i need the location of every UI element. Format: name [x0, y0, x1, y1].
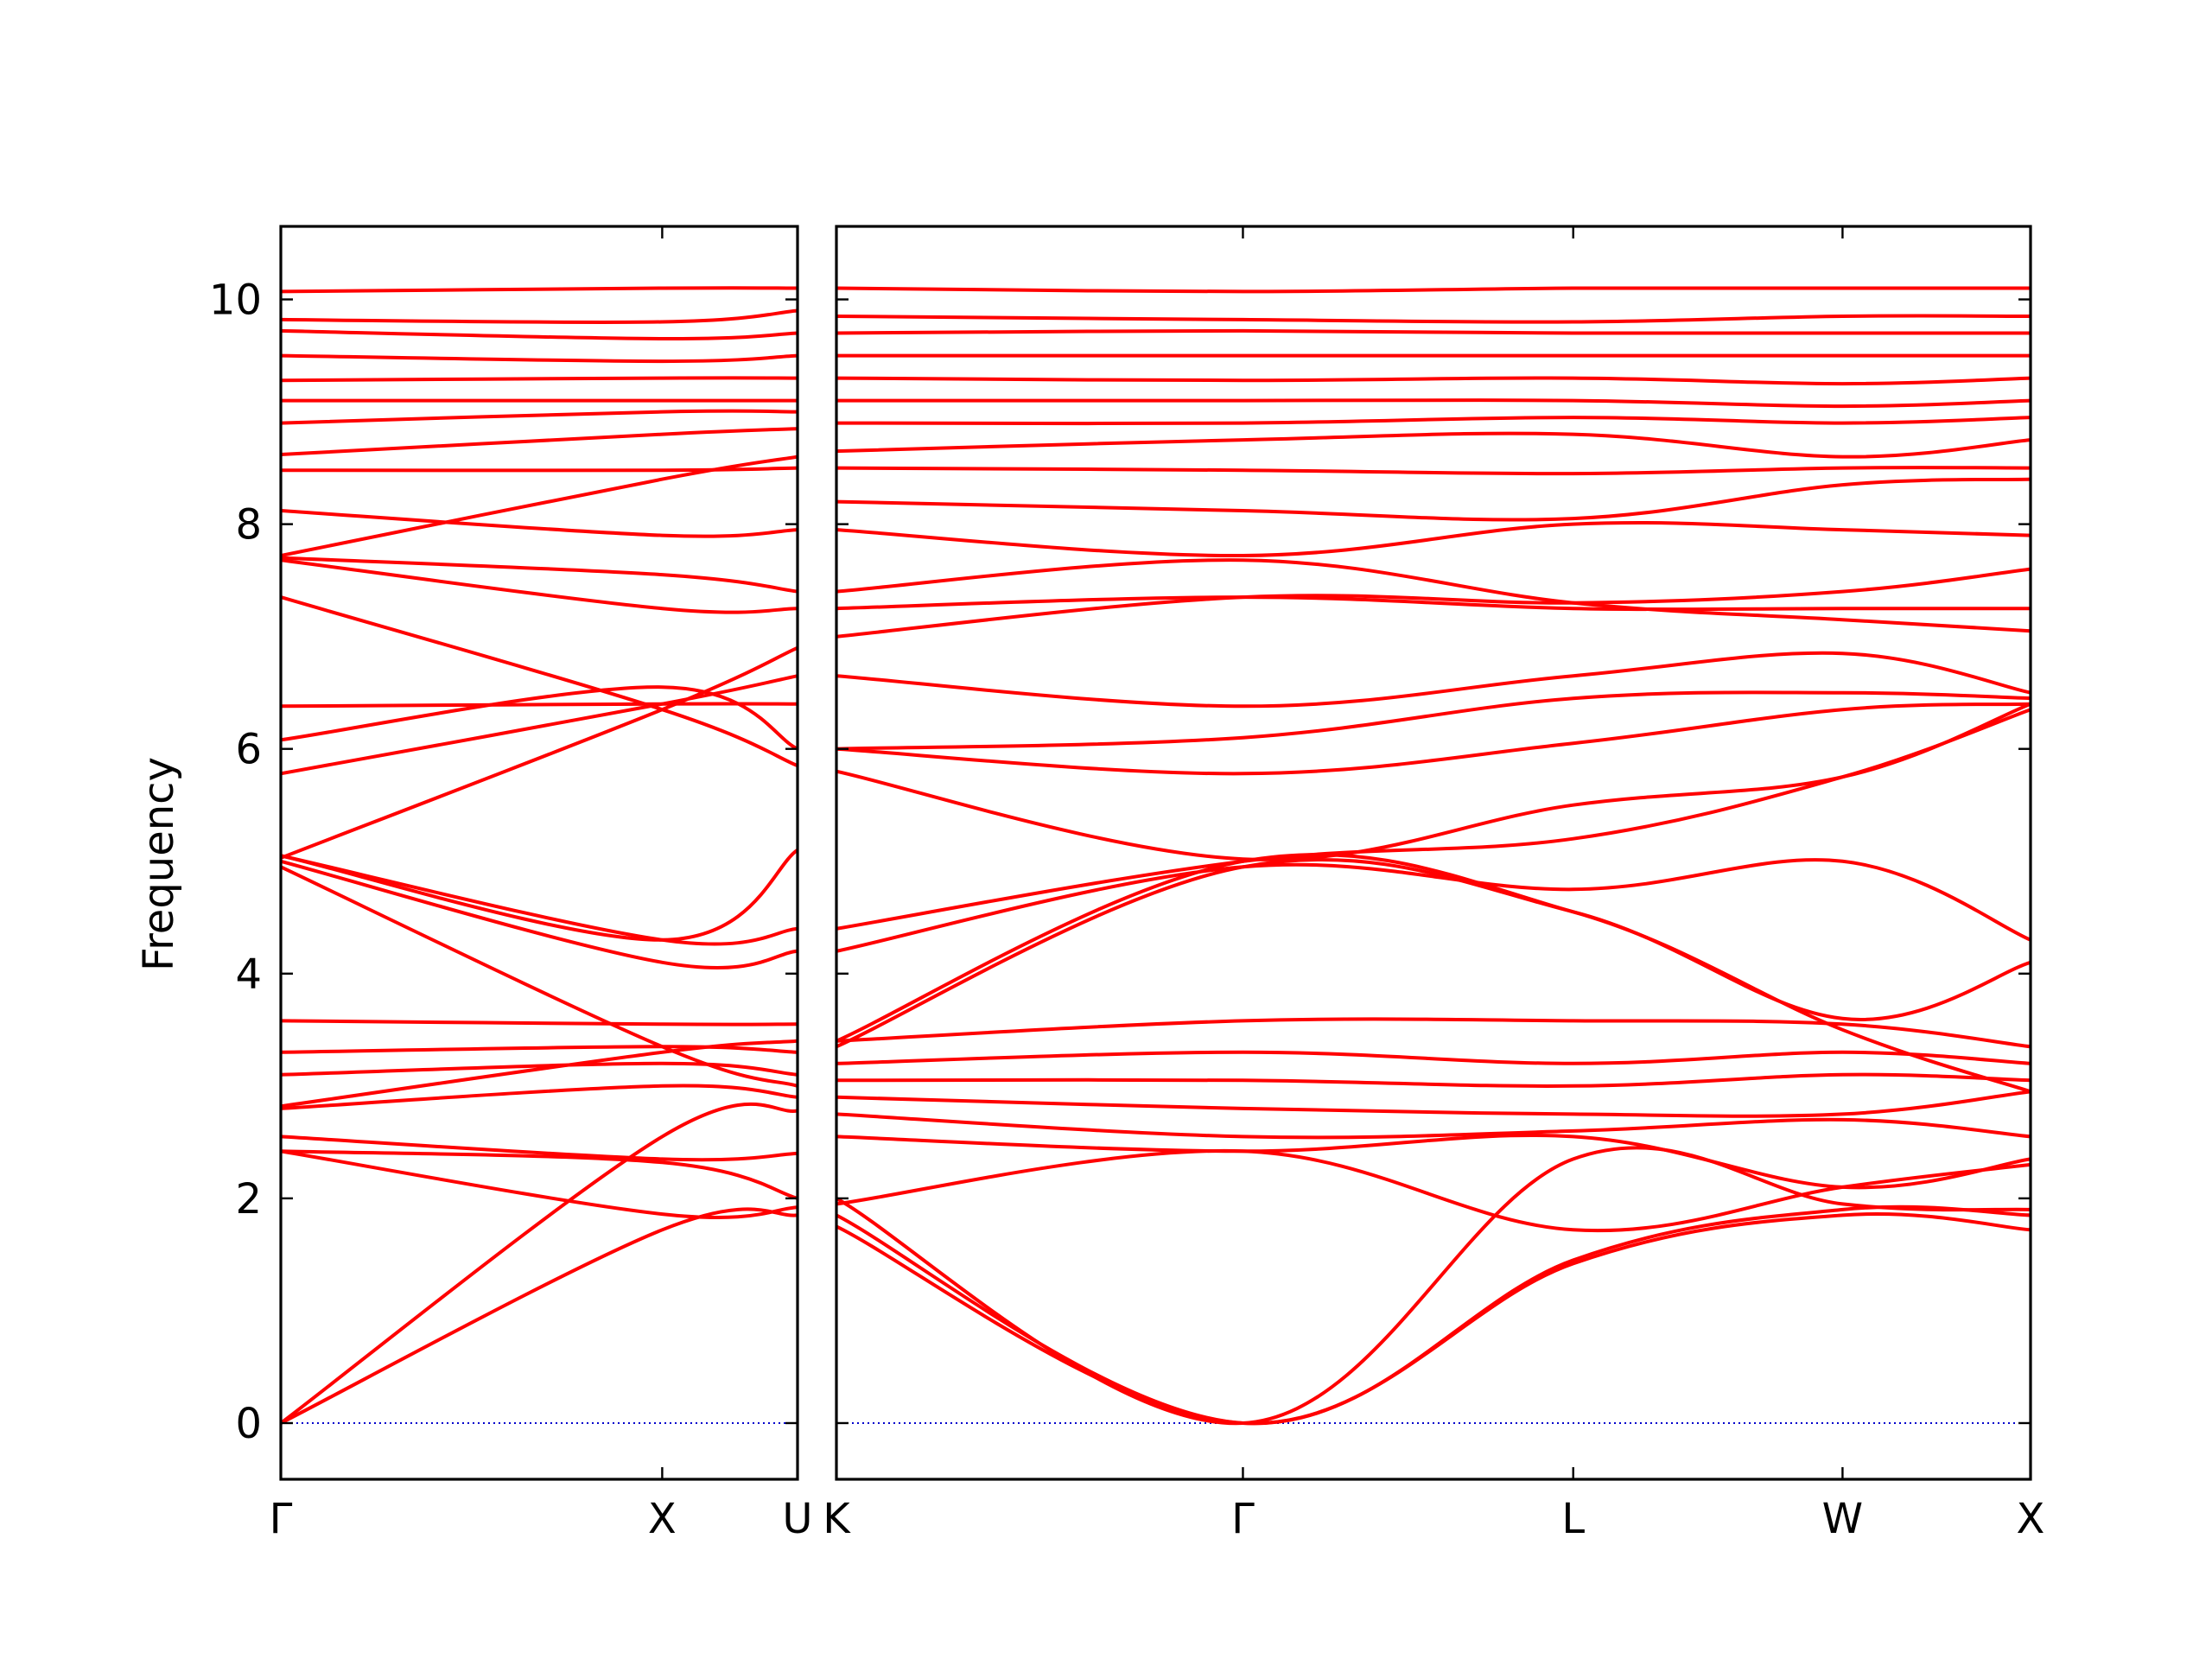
- x-tick-label: Γ: [270, 1495, 293, 1543]
- band-line-31: [281, 308, 798, 325]
- band-line-6: [281, 1084, 798, 1110]
- band-line-19: [281, 595, 798, 768]
- band-line-32: [836, 286, 2031, 294]
- band-line-1: [281, 1207, 798, 1425]
- band-line-12: [836, 853, 2031, 1094]
- axes-frame: [835, 225, 2032, 1481]
- band-line-15: [281, 645, 798, 860]
- band-line-24: [281, 466, 798, 473]
- x-tick-label: X: [648, 1495, 677, 1543]
- band-line-16: [836, 702, 2031, 776]
- band-line-15: [836, 702, 2031, 861]
- band-line-28: [281, 376, 798, 383]
- band-line-23: [836, 477, 2031, 522]
- bands-group: [281, 286, 798, 1425]
- band-line-30: [836, 328, 2031, 335]
- band-line-17: [836, 690, 2031, 751]
- band-line-23: [281, 509, 798, 538]
- x-tick-label: L: [1561, 1495, 1585, 1543]
- band-line-26: [281, 409, 798, 425]
- band-line-2: [836, 1205, 2031, 1426]
- band-line-5: [836, 1133, 2031, 1190]
- y-tick-label: 8: [235, 501, 262, 550]
- band-line-13: [836, 858, 2031, 953]
- band-line-21: [836, 558, 2031, 633]
- band-line-22: [836, 520, 2031, 558]
- band-line-14: [281, 848, 798, 942]
- band-line-12: [281, 859, 798, 969]
- y-axis-label: Frequency: [135, 757, 183, 971]
- y-tick-label: 4: [235, 950, 262, 999]
- band-line-2: [281, 1102, 798, 1425]
- y-tick-label: 10: [209, 276, 262, 325]
- band-line-28: [836, 376, 2031, 386]
- band-line-9: [281, 1045, 798, 1054]
- band-line-5: [281, 1135, 798, 1162]
- band-line-31: [836, 314, 2031, 324]
- bands-group: [836, 286, 2031, 1426]
- band-line-4: [281, 1149, 798, 1200]
- band-line-1: [836, 1211, 2031, 1426]
- band-line-8: [281, 1061, 798, 1077]
- band-line-7: [281, 1039, 798, 1109]
- band-line-8: [836, 1072, 2031, 1088]
- band-line-32: [281, 286, 798, 294]
- x-tick-label: K: [823, 1495, 851, 1543]
- band-line-24: [836, 466, 2031, 476]
- band-line-25: [281, 427, 798, 456]
- y-tick-label: 6: [235, 726, 262, 774]
- band-line-21: [281, 556, 798, 594]
- band-line-17: [281, 685, 798, 751]
- band-line-13: [281, 854, 798, 946]
- x-tick-label: W: [1822, 1495, 1863, 1543]
- band-line-27: [836, 398, 2031, 409]
- band-line-20: [836, 595, 2031, 612]
- band-line-20: [281, 558, 798, 614]
- x-tick-label: Γ: [1231, 1495, 1255, 1543]
- band-line-26: [836, 416, 2031, 426]
- band-line-10: [836, 1017, 2031, 1049]
- band-line-22: [281, 454, 798, 557]
- band-line-3: [281, 1149, 798, 1220]
- band-line-30: [281, 328, 798, 341]
- band-line-29: [281, 353, 798, 364]
- band-line-16: [281, 674, 798, 776]
- band-line-7: [836, 1090, 2031, 1118]
- x-tick-label: X: [2017, 1495, 2045, 1543]
- panels: Γ X U 0 2 4 6 8 10 K Γ L W X: [209, 225, 2045, 1543]
- band-line-10: [281, 1019, 798, 1027]
- x-tick-label: U: [782, 1495, 812, 1543]
- band-line-18: [836, 651, 2031, 709]
- band-line-6: [836, 1112, 2031, 1140]
- axes-frame: [279, 225, 799, 1481]
- band-line-25: [836, 431, 2031, 459]
- band-line-11: [281, 865, 798, 1088]
- band-line-9: [836, 1050, 2031, 1065]
- band-line-18: [281, 702, 798, 709]
- panel-left: Γ X U 0 2 4 6 8 10: [209, 225, 813, 1543]
- band-line-19: [836, 567, 2031, 639]
- band-line-4: [836, 1148, 2031, 1233]
- y-tick-label: 0: [235, 1400, 262, 1448]
- y-tick-label: 2: [235, 1175, 262, 1224]
